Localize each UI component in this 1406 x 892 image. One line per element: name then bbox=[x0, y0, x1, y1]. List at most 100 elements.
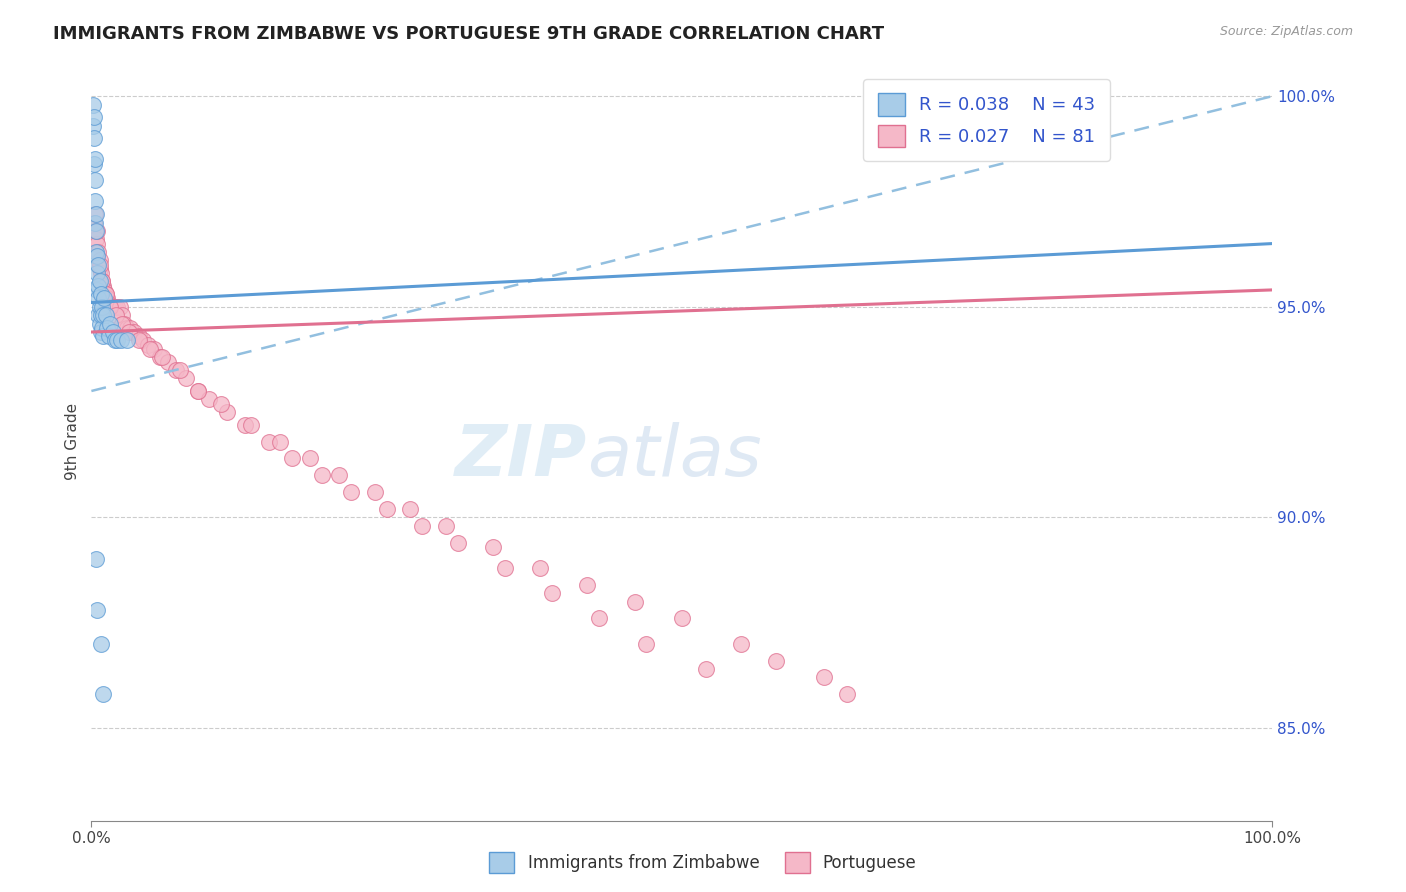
Point bbox=[91, 321, 114, 335]
Point bbox=[84, 194, 107, 209]
Point bbox=[122, 325, 145, 339]
Point bbox=[217, 405, 239, 419]
Point bbox=[86, 283, 108, 297]
Point bbox=[157, 354, 180, 368]
Y-axis label: 9th Grade: 9th Grade bbox=[65, 403, 80, 480]
Point bbox=[494, 561, 516, 575]
Point bbox=[90, 637, 112, 651]
Point bbox=[89, 300, 111, 314]
Point bbox=[114, 317, 136, 331]
Point bbox=[101, 325, 124, 339]
Point bbox=[364, 485, 387, 500]
Text: ZIP: ZIP bbox=[456, 422, 588, 491]
Point bbox=[90, 325, 112, 339]
Point bbox=[84, 552, 107, 566]
Point bbox=[588, 611, 610, 625]
Point bbox=[84, 224, 107, 238]
Point bbox=[434, 518, 457, 533]
Point bbox=[636, 637, 658, 651]
Point bbox=[671, 611, 693, 625]
Point bbox=[115, 321, 138, 335]
Point bbox=[89, 261, 111, 276]
Point bbox=[149, 351, 172, 365]
Point bbox=[97, 295, 120, 310]
Point bbox=[91, 687, 114, 701]
Point bbox=[96, 291, 118, 305]
Point bbox=[86, 236, 108, 251]
Point bbox=[813, 670, 835, 684]
Point bbox=[87, 258, 110, 272]
Point bbox=[90, 287, 112, 301]
Point bbox=[110, 334, 132, 348]
Point bbox=[94, 308, 117, 322]
Point bbox=[169, 363, 191, 377]
Point bbox=[529, 561, 551, 575]
Point bbox=[257, 434, 280, 449]
Point bbox=[446, 535, 468, 549]
Point bbox=[139, 342, 162, 356]
Point bbox=[100, 300, 122, 314]
Point bbox=[128, 329, 150, 343]
Point bbox=[98, 329, 121, 343]
Point bbox=[150, 351, 173, 365]
Point bbox=[98, 300, 121, 314]
Point bbox=[83, 156, 105, 170]
Point bbox=[143, 342, 166, 356]
Point bbox=[84, 207, 107, 221]
Point bbox=[93, 283, 115, 297]
Point bbox=[98, 300, 121, 314]
Point bbox=[86, 249, 108, 263]
Point bbox=[311, 468, 333, 483]
Point bbox=[91, 300, 114, 314]
Point bbox=[623, 594, 645, 608]
Point bbox=[298, 451, 321, 466]
Point bbox=[340, 485, 363, 500]
Point bbox=[83, 215, 105, 229]
Point bbox=[239, 417, 262, 432]
Point bbox=[86, 266, 108, 280]
Point bbox=[84, 224, 107, 238]
Point bbox=[399, 502, 422, 516]
Point bbox=[165, 363, 187, 377]
Point bbox=[98, 317, 121, 331]
Point bbox=[89, 317, 111, 331]
Legend: Immigrants from Zimbabwe, Portuguese: Immigrants from Zimbabwe, Portuguese bbox=[482, 846, 924, 880]
Point bbox=[84, 207, 107, 221]
Point bbox=[187, 384, 209, 398]
Point bbox=[91, 329, 114, 343]
Point bbox=[375, 502, 398, 516]
Point bbox=[115, 334, 138, 348]
Point bbox=[87, 278, 110, 293]
Point bbox=[84, 173, 107, 187]
Point bbox=[83, 131, 105, 145]
Point bbox=[105, 308, 128, 322]
Point bbox=[187, 384, 209, 398]
Point bbox=[837, 687, 859, 701]
Point bbox=[98, 300, 121, 314]
Point bbox=[94, 287, 117, 301]
Text: atlas: atlas bbox=[588, 422, 762, 491]
Point bbox=[411, 518, 433, 533]
Text: Source: ZipAtlas.com: Source: ZipAtlas.com bbox=[1219, 25, 1353, 38]
Point bbox=[111, 317, 134, 331]
Point bbox=[91, 278, 114, 293]
Point bbox=[91, 308, 114, 322]
Point bbox=[136, 337, 159, 351]
Point bbox=[87, 245, 110, 260]
Point bbox=[90, 266, 112, 280]
Point bbox=[132, 334, 155, 348]
Point bbox=[104, 334, 127, 348]
Point bbox=[86, 224, 108, 238]
Point bbox=[91, 275, 114, 289]
Point bbox=[91, 275, 114, 289]
Point bbox=[89, 253, 111, 268]
Point bbox=[209, 396, 232, 410]
Point bbox=[120, 321, 142, 335]
Point bbox=[84, 245, 107, 260]
Point bbox=[101, 300, 124, 314]
Point bbox=[90, 308, 112, 322]
Point bbox=[765, 654, 787, 668]
Point bbox=[93, 291, 115, 305]
Point bbox=[82, 97, 104, 112]
Point bbox=[89, 258, 111, 272]
